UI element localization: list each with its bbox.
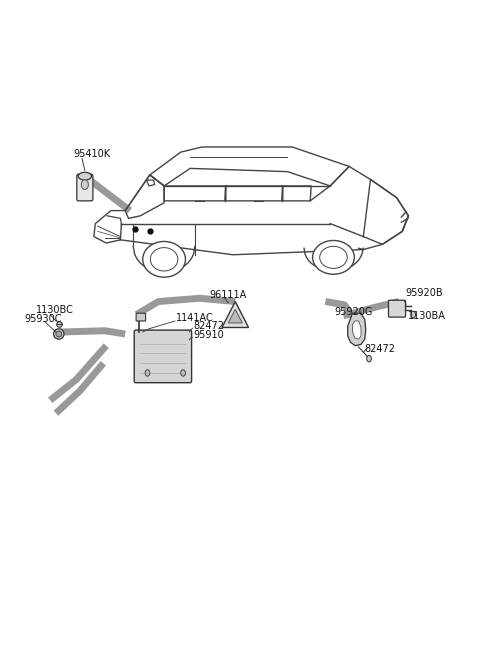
Ellipse shape xyxy=(411,311,416,318)
Text: 95930C: 95930C xyxy=(24,314,62,324)
FancyBboxPatch shape xyxy=(134,330,192,383)
Ellipse shape xyxy=(320,246,347,269)
Ellipse shape xyxy=(150,248,178,271)
Ellipse shape xyxy=(81,179,88,189)
Ellipse shape xyxy=(143,242,185,277)
Ellipse shape xyxy=(312,240,354,274)
FancyBboxPatch shape xyxy=(77,174,93,201)
Polygon shape xyxy=(348,313,366,346)
Text: 1130BC: 1130BC xyxy=(36,305,74,315)
Text: 1130BA: 1130BA xyxy=(408,311,446,321)
FancyBboxPatch shape xyxy=(388,300,406,317)
Text: 95920B: 95920B xyxy=(405,288,443,298)
Text: 96111A: 96111A xyxy=(209,290,246,300)
Ellipse shape xyxy=(54,329,64,339)
Text: 82472: 82472 xyxy=(193,321,225,331)
Text: 95910: 95910 xyxy=(193,330,224,340)
FancyBboxPatch shape xyxy=(136,313,145,321)
Text: 82472: 82472 xyxy=(364,344,396,354)
Ellipse shape xyxy=(180,369,185,376)
Text: 1141AC: 1141AC xyxy=(176,313,214,323)
Ellipse shape xyxy=(145,369,150,376)
Text: 95920G: 95920G xyxy=(334,307,372,316)
Polygon shape xyxy=(352,321,361,339)
Ellipse shape xyxy=(78,172,92,180)
Polygon shape xyxy=(222,301,249,328)
Text: 95410K: 95410K xyxy=(73,149,110,159)
Ellipse shape xyxy=(56,331,61,337)
Polygon shape xyxy=(228,309,242,323)
Ellipse shape xyxy=(367,356,372,362)
